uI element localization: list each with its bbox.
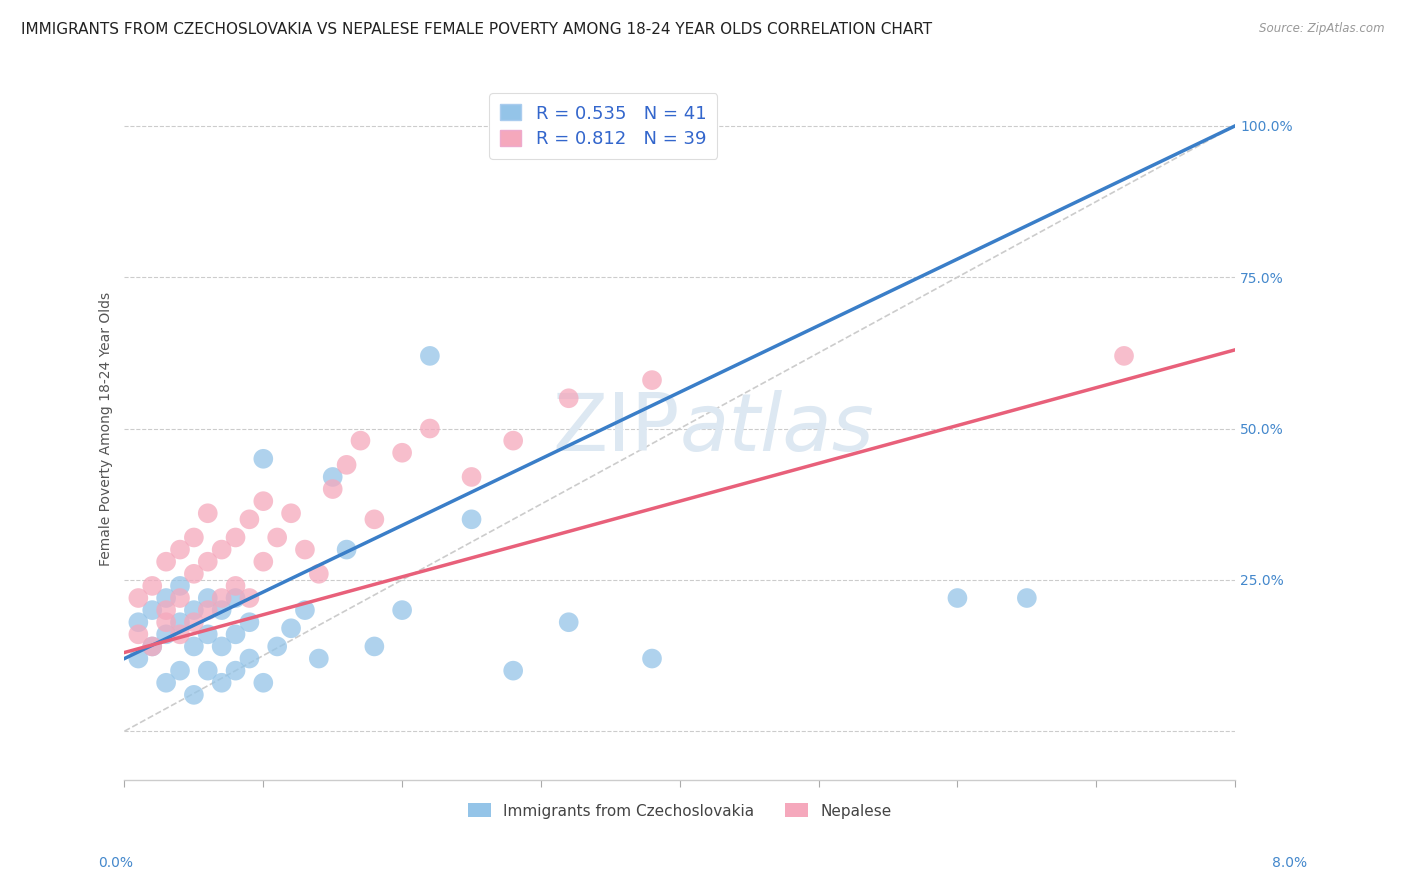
Point (641, 651, 664, 665)
Point (211, 591, 233, 605)
Point (211, 675, 233, 690)
Point (557, 615, 579, 630)
Point (183, 640, 205, 654)
Point (169, 591, 191, 605)
Point (197, 506, 219, 520)
Point (460, 512, 482, 526)
Point (155, 591, 177, 605)
Point (946, 591, 969, 605)
Point (391, 603, 413, 617)
Point (155, 615, 177, 630)
Point (155, 675, 177, 690)
Point (252, 494, 274, 508)
Point (363, 512, 385, 526)
Point (169, 542, 191, 557)
Point (641, 373, 664, 387)
Point (127, 615, 149, 630)
Point (197, 627, 219, 641)
Text: 8.0%: 8.0% (1272, 856, 1308, 871)
Point (363, 640, 385, 654)
Point (419, 421, 441, 435)
Point (391, 446, 413, 460)
Point (336, 458, 359, 472)
Point (225, 591, 247, 605)
Point (155, 627, 177, 641)
Point (197, 555, 219, 569)
Point (349, 434, 371, 448)
Point (502, 664, 524, 678)
Point (169, 615, 191, 630)
Point (141, 640, 163, 654)
Point (225, 579, 247, 593)
Point (225, 531, 247, 545)
Point (169, 664, 191, 678)
Point (502, 434, 524, 448)
Point (169, 579, 191, 593)
Point (252, 555, 274, 569)
Point (280, 506, 302, 520)
Point (280, 621, 302, 635)
Point (211, 603, 233, 617)
Point (322, 482, 344, 496)
Point (238, 512, 260, 526)
Point (225, 627, 247, 641)
Point (308, 566, 330, 581)
Point (169, 627, 191, 641)
Point (197, 591, 219, 605)
Text: Source: ZipAtlas.com: Source: ZipAtlas.com (1260, 22, 1385, 36)
Point (183, 688, 205, 702)
Point (238, 591, 260, 605)
Point (225, 664, 247, 678)
Point (308, 651, 330, 665)
Point (266, 531, 288, 545)
Point (197, 603, 219, 617)
Point (460, 470, 482, 484)
Point (197, 664, 219, 678)
Text: atlas: atlas (679, 390, 875, 467)
Point (183, 615, 205, 630)
Point (1015, 591, 1038, 605)
Point (183, 603, 205, 617)
Point (155, 555, 177, 569)
Point (294, 603, 316, 617)
Point (238, 615, 260, 630)
Point (183, 531, 205, 545)
Point (336, 542, 359, 557)
Point (294, 542, 316, 557)
Point (155, 603, 177, 617)
Point (183, 566, 205, 581)
Point (127, 627, 149, 641)
Legend: Immigrants from Czechoslovakia, Nepalese: Immigrants from Czechoslovakia, Nepalese (463, 797, 897, 824)
Point (238, 651, 260, 665)
Text: IMMIGRANTS FROM CZECHOSLOVAKIA VS NEPALESE FEMALE POVERTY AMONG 18-24 YEAR OLDS : IMMIGRANTS FROM CZECHOSLOVAKIA VS NEPALE… (21, 22, 932, 37)
Point (141, 579, 163, 593)
Point (557, 391, 579, 405)
Point (252, 675, 274, 690)
Point (322, 470, 344, 484)
Point (141, 640, 163, 654)
Point (211, 542, 233, 557)
Point (1112, 349, 1135, 363)
Point (252, 451, 274, 466)
Text: 0.0%: 0.0% (98, 856, 134, 871)
Point (127, 591, 149, 605)
Point (127, 651, 149, 665)
Point (266, 640, 288, 654)
Point (419, 349, 441, 363)
Y-axis label: Female Poverty Among 18-24 Year Olds: Female Poverty Among 18-24 Year Olds (100, 292, 114, 566)
Text: ZIP: ZIP (553, 390, 679, 467)
Point (141, 603, 163, 617)
Point (211, 640, 233, 654)
